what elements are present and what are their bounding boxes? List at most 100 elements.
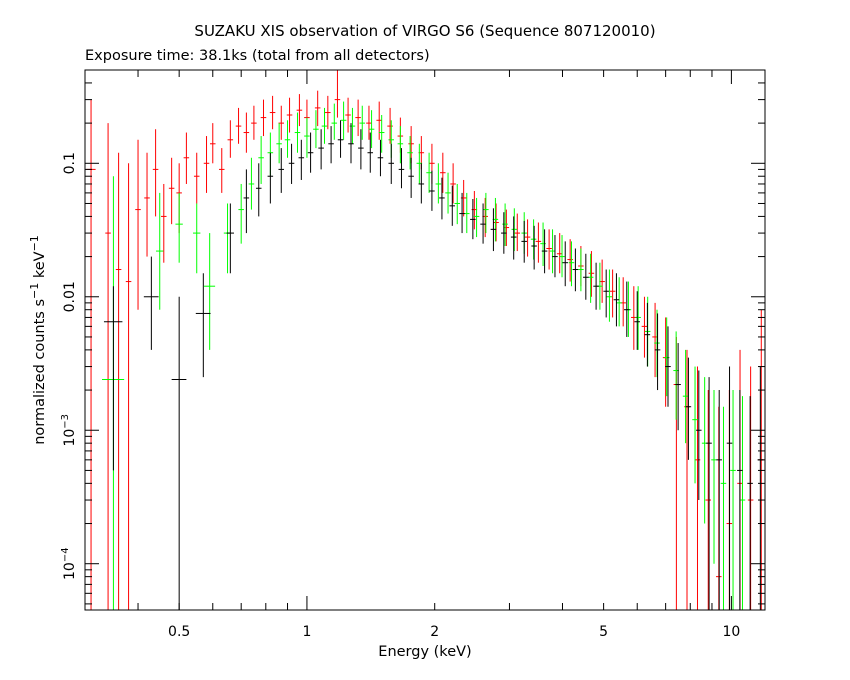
data-point	[530, 219, 537, 260]
data-point	[284, 120, 291, 158]
x-tick-label: 5	[599, 624, 608, 640]
data-point	[514, 213, 521, 252]
data-point	[480, 203, 486, 244]
data-point	[603, 269, 609, 318]
data-point	[613, 273, 620, 327]
data-point	[226, 203, 234, 274]
data-point	[675, 343, 681, 431]
data-point	[572, 248, 579, 292]
data-point	[260, 99, 267, 137]
data-point	[418, 163, 425, 204]
data-point	[388, 143, 395, 184]
data-point	[665, 326, 671, 407]
data-point	[355, 99, 361, 137]
data-point	[143, 256, 159, 350]
data-series-0	[86, 70, 765, 610]
data-point	[175, 192, 183, 263]
data-point	[606, 269, 613, 322]
data-point	[125, 163, 132, 610]
data-point	[490, 208, 497, 252]
data-point	[408, 157, 414, 198]
data-point	[720, 406, 727, 610]
y-axis-label-exp2: −1	[28, 235, 41, 251]
data-point	[739, 396, 746, 610]
data-point	[314, 90, 321, 127]
y-tick-label: 10−3	[60, 414, 78, 447]
data-point	[459, 192, 465, 234]
data-point	[278, 148, 285, 193]
data-point	[359, 105, 366, 140]
data-point	[449, 185, 456, 226]
data-point	[445, 172, 451, 214]
data-point	[144, 152, 150, 257]
data-point	[331, 103, 338, 140]
data-series-1	[102, 101, 746, 610]
data-point	[705, 390, 711, 610]
data-point	[634, 291, 640, 350]
data-point	[296, 94, 303, 127]
data-point	[567, 239, 573, 282]
data-point	[408, 126, 414, 164]
data-point	[238, 183, 244, 244]
data-point	[541, 229, 548, 274]
data-point	[294, 112, 301, 153]
data-point	[387, 107, 393, 144]
y-axis-label-unit: keV	[32, 251, 48, 282]
data-point	[583, 253, 589, 300]
data-point	[398, 148, 405, 189]
data-point	[546, 229, 552, 270]
data-point	[135, 139, 141, 310]
x-tick-label: 0.5	[168, 624, 190, 640]
data-point	[757, 366, 764, 610]
data-series-2	[103, 120, 764, 610]
data-point	[706, 377, 712, 610]
data-point	[620, 277, 626, 327]
data-point	[631, 286, 637, 350]
data-point	[258, 136, 264, 184]
data-point	[168, 157, 175, 225]
data-point	[654, 309, 660, 378]
y-axis-label-main: normalized counts s	[32, 299, 48, 445]
x-tick-label: 10	[722, 624, 740, 640]
data-point	[288, 143, 295, 184]
data-point	[559, 235, 565, 278]
data-point	[321, 107, 328, 144]
data-point	[269, 95, 276, 130]
data-point	[440, 152, 446, 193]
axis-ticks: 0.5 1 2 5 10 0.1 0.01 10−3 10−4	[60, 69, 765, 640]
data-point	[345, 97, 351, 133]
data-point	[152, 129, 159, 217]
data-point	[313, 110, 319, 149]
data-series-layer	[86, 70, 765, 610]
data-point	[193, 152, 200, 204]
data-point	[334, 70, 341, 118]
data-point	[682, 349, 689, 444]
data-point	[531, 225, 537, 270]
data-point	[696, 370, 702, 501]
data-point	[663, 317, 670, 397]
data-point	[616, 277, 622, 327]
data-point	[716, 390, 722, 610]
data-point	[562, 241, 568, 287]
data-point	[161, 183, 167, 263]
data-point	[587, 253, 594, 303]
data-point	[511, 208, 518, 252]
data-point	[493, 203, 499, 242]
data-point	[521, 220, 527, 263]
data-point	[439, 177, 445, 220]
chart-subtitle: Exposure time: 38.1ks (total from all de…	[85, 48, 430, 64]
data-point	[243, 169, 250, 234]
data-point	[654, 313, 661, 391]
data-point	[726, 366, 733, 610]
data-point	[426, 152, 432, 193]
data-point	[701, 377, 708, 524]
data-point	[307, 132, 314, 173]
data-point	[235, 107, 242, 144]
data-point	[692, 366, 698, 484]
data-point	[255, 163, 262, 217]
y-tick-label: 0.01	[62, 281, 78, 312]
data-point	[578, 248, 584, 292]
data-point	[193, 203, 201, 274]
data-point	[641, 296, 648, 358]
data-point	[397, 126, 404, 164]
